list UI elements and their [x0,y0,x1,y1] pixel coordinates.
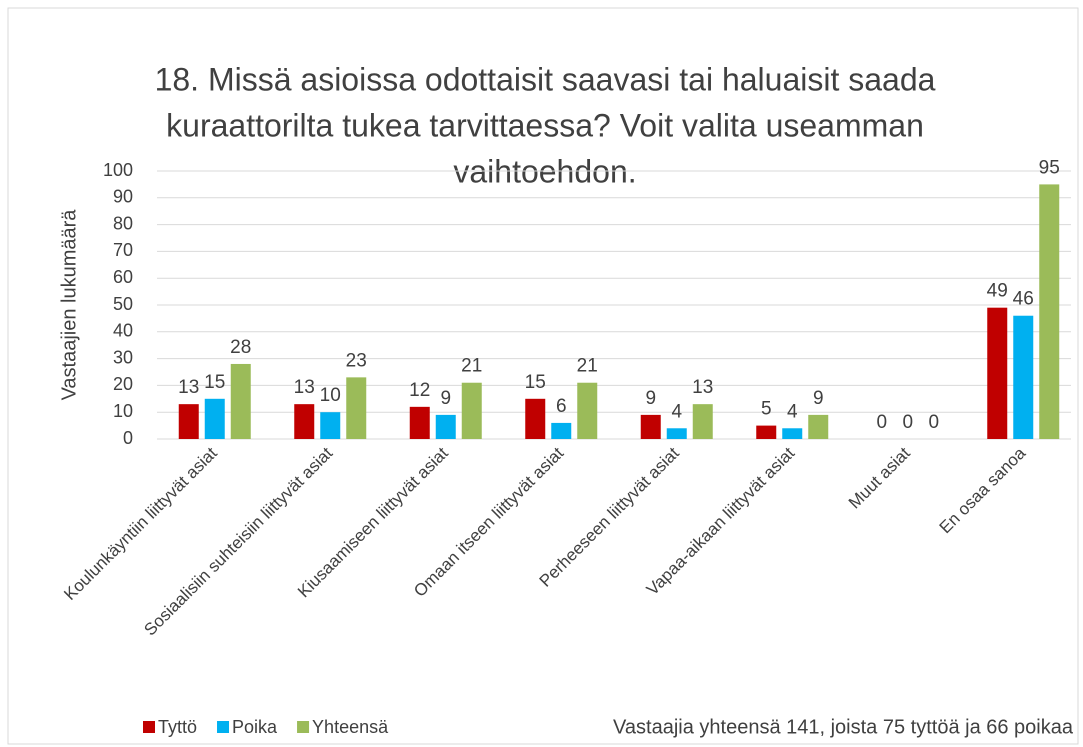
bar [666,428,687,439]
y-tick-label: 60 [113,267,133,287]
data-label: 9 [813,388,824,409]
y-axis-label: Vastaajien lukumäärä [58,209,80,401]
chart-title: 18. Missä asioissa odottaisit saavasi ta… [155,61,936,97]
data-label: 15 [204,372,225,393]
data-label: 4 [671,401,682,422]
data-label: 13 [178,377,199,398]
bar [782,428,803,439]
y-tick-label: 90 [113,187,133,207]
bar [525,398,546,439]
bar [435,414,456,439]
y-tick-label: 40 [113,321,133,341]
data-label: 28 [230,337,251,358]
data-label: 49 [987,281,1008,302]
y-tick-label: 100 [103,160,133,180]
bar [808,414,829,439]
bar [461,382,482,439]
chart-border [7,7,1079,745]
data-label: 0 [902,412,913,433]
y-tick-label: 80 [113,213,133,233]
bar [551,422,572,439]
bar [577,382,598,439]
bar [987,307,1008,439]
annotation: Vastaajia yhteensä 141, joista 75 tyttöä… [613,716,1074,738]
y-tick-label: 30 [113,347,133,367]
data-label: 15 [525,372,546,393]
data-label: 21 [577,356,598,377]
data-label: 13 [692,377,713,398]
data-label: 9 [440,388,451,409]
legend-label: Tyttö [158,717,197,737]
data-label: 10 [320,385,341,406]
bar [640,414,661,439]
bar [1039,184,1060,439]
data-label: 6 [556,396,567,417]
chart-title: kuraattorilta tukea tarvittaessa? Voit v… [166,107,924,143]
data-label: 23 [346,350,367,371]
data-label: 9 [645,388,656,409]
bar [346,377,367,439]
y-tick-label: 0 [123,428,133,448]
legend-label: Yhteensä [312,717,389,737]
data-label: 21 [461,356,482,377]
legend-swatch [217,721,230,733]
data-label: 13 [294,377,315,398]
data-label: 5 [761,399,772,420]
bar [178,404,199,439]
y-tick-label: 20 [113,374,133,394]
bar [409,406,430,439]
bar [204,398,225,439]
legend-swatch [143,721,155,733]
y-tick-label: 10 [113,401,133,421]
data-label: 12 [409,380,430,401]
bar [320,412,341,439]
data-label: 46 [1013,289,1034,310]
bar [230,363,251,439]
legend-label: Poika [232,717,278,737]
bar [294,404,315,439]
bar [756,425,777,439]
bar [1013,315,1034,439]
data-label: 0 [876,412,887,433]
data-label: 0 [928,412,939,433]
y-tick-label: 70 [113,240,133,260]
bar [692,404,713,439]
legend-swatch [297,721,310,733]
data-label: 95 [1039,157,1060,178]
y-tick-label: 50 [113,294,133,314]
data-label: 4 [787,401,798,422]
